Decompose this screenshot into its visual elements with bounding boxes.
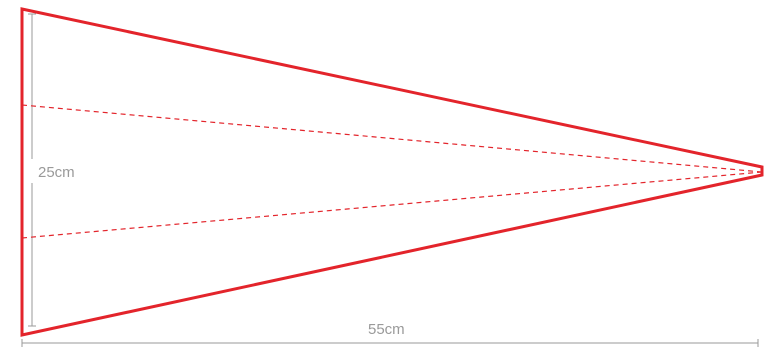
fold-lines (21, 104, 763, 239)
height-label: 25cm (38, 164, 75, 181)
width-dimension: 55cm (21, 321, 759, 347)
fold-line-upper (21, 104, 763, 173)
width-label: 55cm (368, 321, 405, 338)
pennant-outline (20, 7, 764, 337)
fold-line-lower (21, 171, 763, 239)
height-label-backdrop (29, 159, 87, 183)
height-dimension: 25cm (28, 13, 87, 327)
